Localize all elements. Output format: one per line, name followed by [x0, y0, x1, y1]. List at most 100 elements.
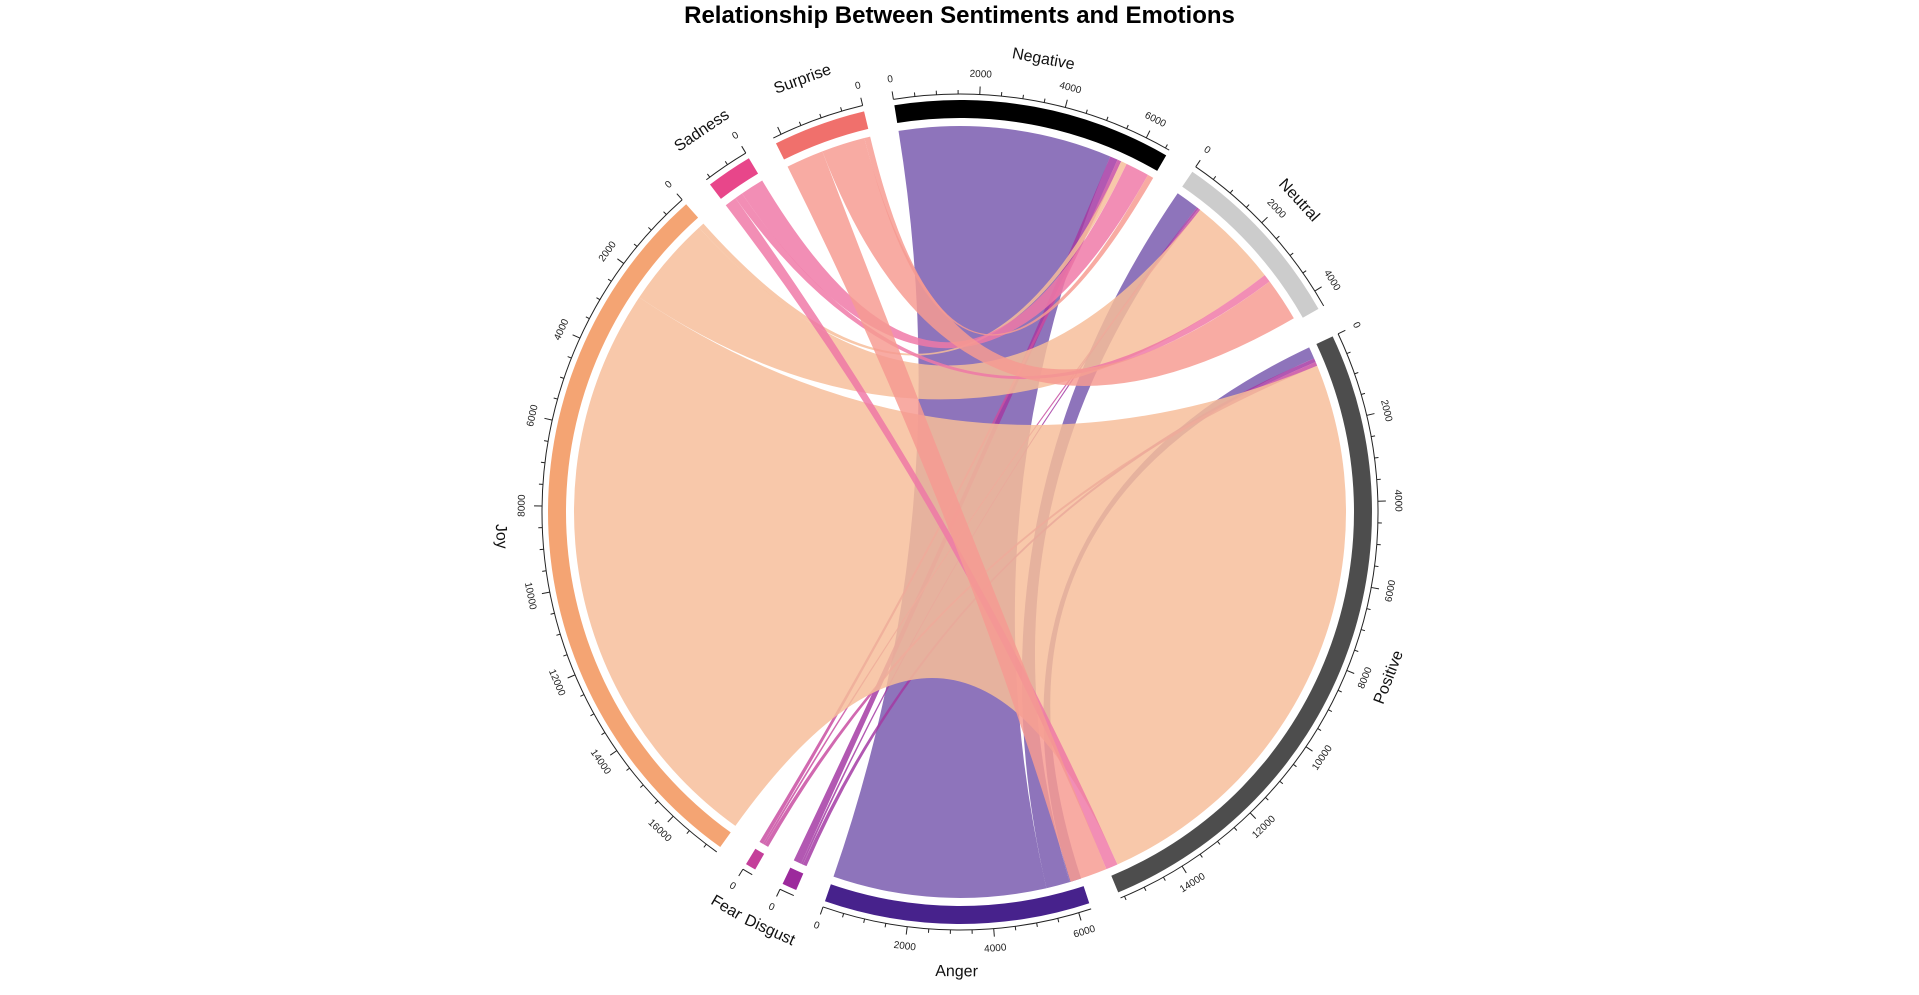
axis-tick	[1199, 853, 1203, 858]
axis-tick	[609, 750, 618, 756]
axis-tick	[1360, 392, 1366, 395]
axis-tick	[1366, 413, 1375, 416]
axis-tick	[617, 258, 625, 264]
axis-tick	[993, 928, 995, 937]
tick-label: 14000	[588, 748, 613, 777]
axis-tick	[1360, 629, 1366, 632]
sector-label-positive: Positive	[1371, 648, 1407, 706]
axis-tick	[1366, 608, 1371, 611]
sector-band-sadness	[709, 158, 759, 199]
axis-tick	[1126, 124, 1129, 129]
sector-label-sadness: Sadness	[671, 106, 732, 155]
tick-label: 0	[766, 901, 776, 914]
axis-tick	[541, 591, 550, 595]
axis-tick	[738, 868, 744, 877]
axis-tick	[544, 417, 553, 421]
chart-title: Relationship Between Sentiments and Emot…	[684, 2, 1235, 29]
axis-tick	[1314, 286, 1322, 292]
axis-tick	[563, 654, 568, 657]
axis-tick	[542, 570, 547, 572]
axis-tick	[724, 161, 728, 165]
axis-tick	[648, 227, 652, 231]
tick-label: 2000	[1378, 399, 1394, 424]
axis-tick	[1354, 372, 1359, 375]
axis-tick	[1371, 586, 1380, 590]
link-negative-disgust	[793, 156, 1118, 864]
link-positive-surprise	[787, 151, 1107, 882]
axis-tick	[1195, 159, 1201, 168]
tick-label: 0	[854, 80, 862, 92]
sector-band-surprise	[775, 111, 869, 160]
axis-tick	[543, 440, 549, 442]
sector-axis	[773, 105, 863, 139]
tick-label: 0	[1202, 144, 1213, 156]
tick-label: 6000	[525, 403, 541, 428]
tick-label: 4000	[552, 317, 571, 342]
sector-band-disgust	[782, 867, 804, 891]
link-neutral-surprise	[822, 138, 1294, 386]
sector-band-neutral	[1182, 171, 1319, 318]
axis-tick	[1249, 812, 1257, 819]
sector-axis	[1120, 333, 1379, 899]
sector-band-joy	[547, 204, 731, 848]
tick-label: 2000	[1264, 197, 1288, 221]
axis-tick	[1346, 351, 1351, 355]
axis-tick	[1181, 865, 1187, 874]
sector-axis	[541, 199, 718, 853]
axis-tick	[1279, 780, 1284, 785]
link-negative-sadness	[741, 163, 1148, 349]
axis-tick	[1022, 94, 1024, 99]
axis-tick	[1106, 116, 1109, 121]
axis-tick	[676, 193, 683, 201]
axis-tick	[1229, 189, 1234, 194]
sector-label-negative: Negative	[1011, 45, 1076, 73]
tick-label: 6000	[1384, 579, 1399, 603]
axis-tick	[686, 830, 690, 834]
axis-tick	[553, 397, 558, 400]
axis-tick	[819, 906, 824, 915]
axis-tick	[1305, 746, 1313, 752]
sector-label-joy: Joy	[492, 523, 510, 549]
tick-label: 2000	[597, 239, 619, 264]
axis-tick	[1078, 912, 1082, 921]
axis-tick	[1036, 922, 1038, 927]
link-positive-joy	[574, 297, 1346, 865]
sector-anger: 0 2000 4000 6000 Anger	[812, 884, 1097, 980]
axis-tick	[1317, 728, 1322, 731]
axis-tick	[1337, 329, 1346, 335]
axis-tick	[707, 173, 711, 178]
tick-label: 6000	[1143, 110, 1168, 130]
axis-tick	[1124, 896, 1127, 901]
axis-tick	[863, 918, 866, 923]
tick-label: 4000	[1321, 268, 1342, 293]
axis-tick	[1162, 876, 1166, 881]
axis-tick	[654, 800, 659, 805]
axis-tick	[633, 243, 638, 247]
axis-tick	[1374, 457, 1379, 459]
axis-tick	[842, 913, 845, 918]
axis-tick	[884, 923, 887, 928]
tick-label: 10000	[1310, 743, 1335, 773]
axis-tick	[905, 926, 908, 935]
tick-label: 4000	[1058, 80, 1083, 96]
axis-tick	[567, 356, 572, 359]
axis-tick	[741, 145, 747, 154]
axis-tick	[1143, 887, 1147, 892]
axis-tick	[1328, 709, 1333, 712]
sector-band-fear	[746, 848, 765, 870]
tick-label: 0	[1350, 320, 1363, 330]
axis-tick	[1064, 99, 1068, 108]
axis-tick	[860, 97, 864, 106]
tick-label: 0	[663, 179, 675, 191]
axis-tick	[1145, 130, 1151, 139]
sector-axis	[779, 888, 794, 896]
sector-band-positive	[1111, 336, 1373, 893]
tick-label: 14000	[1178, 871, 1208, 895]
axis-tick	[1374, 565, 1379, 568]
axis-tick	[777, 126, 782, 135]
axis-tick	[819, 113, 822, 118]
